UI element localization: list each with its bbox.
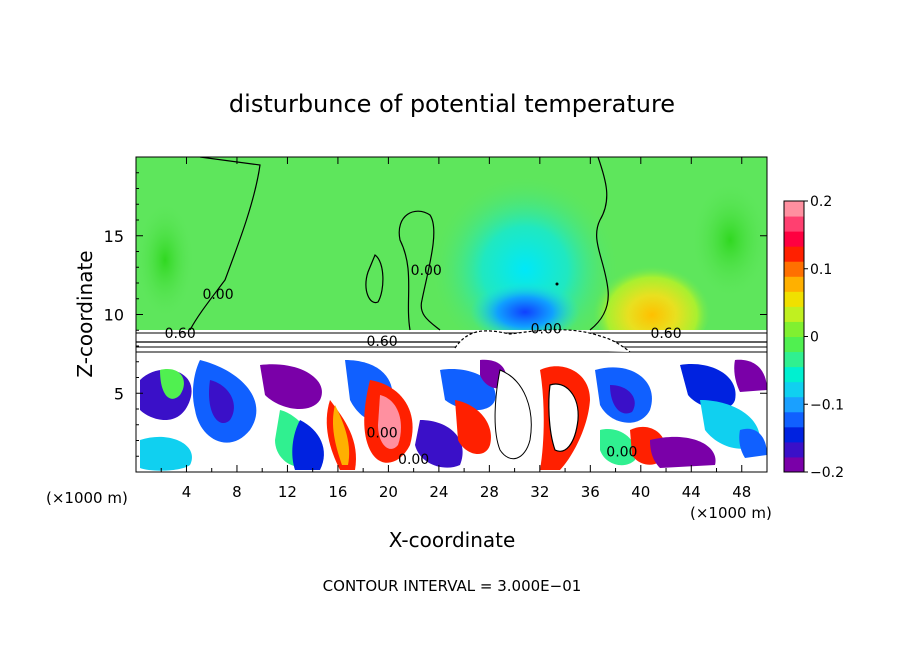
z-axis: 5 10 15 [104, 172, 767, 457]
contour-line [398, 210, 441, 331]
colorbar-swatch [784, 426, 804, 443]
colorbar-tick-label: 0.2 [810, 194, 832, 210]
colorbar-swatch [784, 456, 804, 473]
eddy-white-core [548, 383, 579, 452]
contour-label: 0.00 [398, 452, 429, 468]
eddy-purple [610, 385, 635, 414]
colorbar-tick-label: −0.1 [810, 397, 844, 413]
turbulent-eddies [140, 359, 767, 471]
colorbar-swatch [784, 246, 804, 262]
contour-label: 0.00 [531, 321, 562, 337]
blue-anomaly [470, 282, 580, 342]
chart-title: disturbunce of potential temperature [229, 90, 675, 118]
contour-label: 0.00 [606, 444, 637, 460]
colorbar-tick-label: −0.2 [810, 465, 844, 481]
x-tick-label: 44 [682, 483, 701, 501]
x-tick-label: 24 [429, 483, 448, 501]
eddy-blue [440, 369, 496, 411]
eddy-purple [734, 359, 767, 392]
colorbar-swatch [784, 291, 804, 307]
colorbar-swatch [784, 441, 804, 458]
eddy-red [455, 400, 491, 455]
colorbar-swatch [784, 336, 804, 353]
colorbar-swatch [784, 366, 804, 383]
z-tick-label: 15 [104, 227, 124, 246]
colorbar-swatch [784, 411, 804, 428]
contour-label: 0.00 [367, 425, 398, 441]
contour-interval: CONTOUR INTERVAL = 3.000E−01 [323, 577, 582, 595]
colorbar-swatch [784, 276, 804, 292]
z-tick-label: 5 [114, 384, 124, 403]
eddy-orange [332, 405, 350, 465]
contour-line [589, 157, 609, 331]
eddy-purple [650, 436, 716, 468]
x-unit-label: (×1000 m) [690, 504, 772, 522]
dark-green-right [690, 180, 767, 300]
eddy-cyan [140, 436, 192, 471]
x-tick-label: 48 [732, 483, 751, 501]
contour-line [189, 157, 261, 331]
eddy-white-core [494, 369, 532, 460]
x-tick-label: 4 [182, 483, 192, 501]
x-axis: 4 8 12 16 20 24 28 32 36 40 44 48 [160, 157, 751, 501]
contour-labels: 0.000.000.60 0.60 0.600.000.00 0.000.00 [165, 263, 682, 468]
eddy-green [160, 369, 184, 399]
z-tick-label: 10 [104, 306, 124, 325]
colorbar: 0.2 0.1 0 −0.1 −0.2 [783, 194, 844, 481]
x-tick-label: 36 [581, 483, 600, 501]
eddy-purple [260, 364, 322, 410]
colorbar-swatch [784, 381, 804, 398]
x-tick-label: 28 [480, 483, 499, 501]
colorbar-swatch [784, 261, 804, 277]
colorbar-swatch [784, 201, 804, 217]
dark-green-left [136, 200, 195, 320]
colorbar-swatch [784, 351, 804, 368]
colorbar-swatch [784, 306, 804, 322]
colorbar-tick-label: 0.1 [810, 262, 832, 278]
contour-line [365, 254, 384, 304]
x-tick-label: 16 [328, 483, 347, 501]
x-tick-label: 8 [232, 483, 242, 501]
x-tick-label: 20 [379, 483, 398, 501]
plot-area [136, 157, 767, 472]
x-tick-label: 12 [278, 483, 297, 501]
contour-point [555, 282, 559, 286]
colorbar-swatch [784, 321, 804, 337]
eddy-blue [739, 428, 767, 458]
contour-label: 0.60 [650, 326, 681, 342]
colorbar-swatch [784, 216, 804, 232]
eddy-purple [209, 380, 234, 424]
colorbar-swatch [784, 396, 804, 413]
colorbar-swatch [784, 231, 804, 247]
x-tick-label: 32 [530, 483, 549, 501]
eddy-purple [415, 420, 463, 468]
contour-label: 0.60 [367, 334, 398, 350]
x-tick-label: 40 [631, 483, 650, 501]
inversion-bump [454, 329, 631, 353]
contour-label: 0.00 [202, 287, 233, 303]
eddy-blue [680, 364, 736, 410]
contour-label: 0.60 [165, 326, 196, 342]
x-axis-label: X-coordinate [389, 528, 516, 552]
contour-label: 0.00 [411, 263, 442, 279]
colorbar-tick-label: 0 [810, 330, 819, 346]
eddy-blue [292, 420, 324, 470]
eddy-pink [378, 395, 401, 449]
z-unit-label: (×1000 m) [46, 489, 128, 507]
z-axis-label: Z-coordinate [73, 250, 97, 377]
eddy-green [600, 429, 636, 466]
